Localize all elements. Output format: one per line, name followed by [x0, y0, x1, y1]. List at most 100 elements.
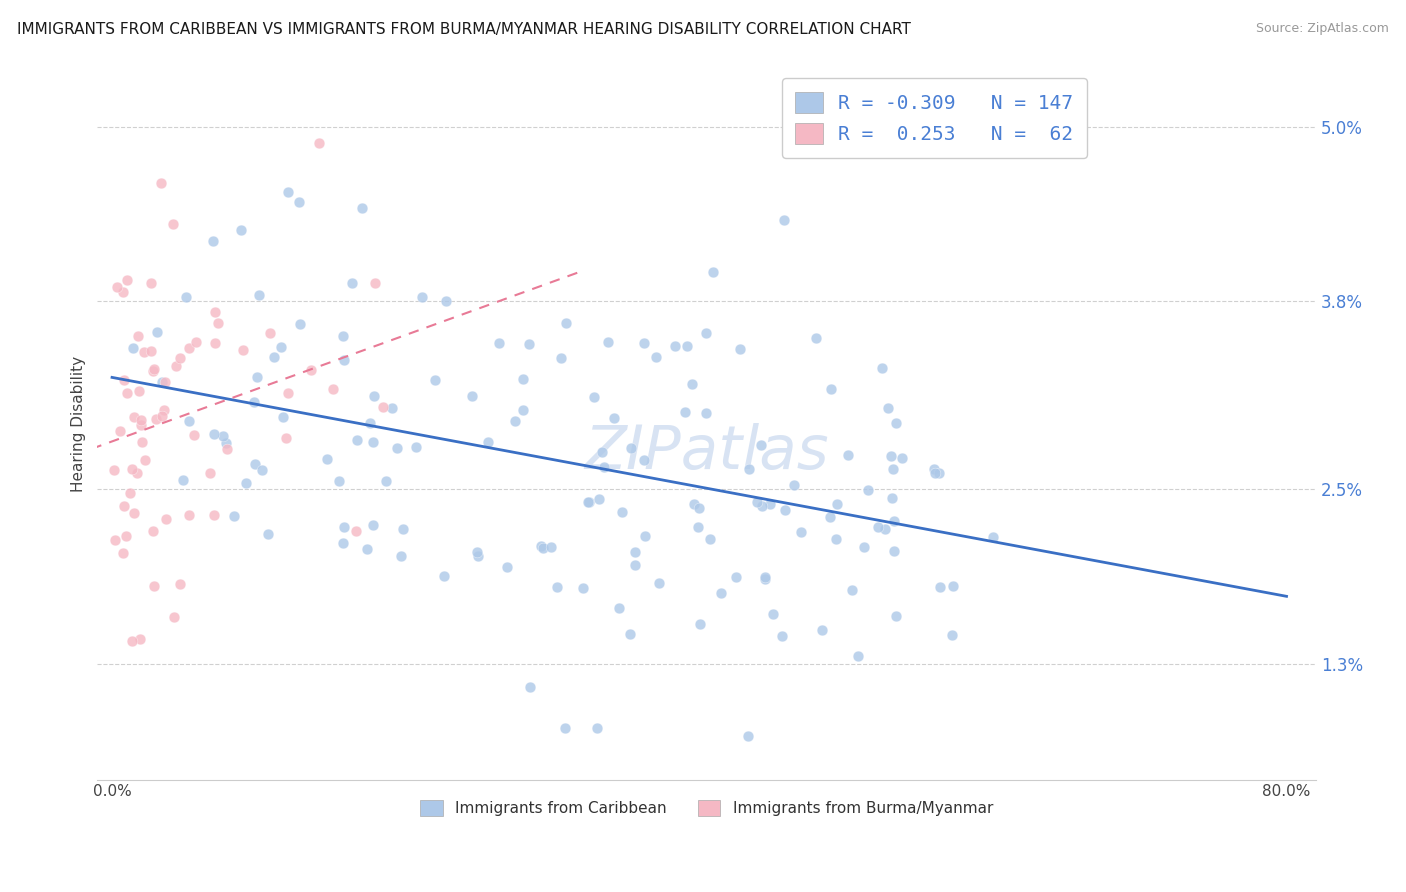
- Point: [856, 483, 879, 498]
- Point: [582, 390, 605, 404]
- Point: [134, 452, 156, 467]
- Point: [121, 341, 143, 355]
- Point: [884, 609, 907, 624]
- Point: [247, 288, 270, 302]
- Point: [423, 373, 446, 387]
- Text: ZIPatlas: ZIPatlas: [585, 423, 830, 482]
- Point: [759, 497, 782, 511]
- Point: [737, 729, 759, 743]
- Point: [503, 414, 526, 428]
- Point: [198, 466, 221, 480]
- Point: [389, 549, 412, 563]
- Point: [688, 501, 710, 516]
- Point: [371, 400, 394, 414]
- Point: [207, 316, 229, 330]
- Point: [169, 351, 191, 366]
- Point: [749, 437, 772, 451]
- Point: [202, 426, 225, 441]
- Point: [872, 360, 894, 375]
- Y-axis label: Hearing Disability: Hearing Disability: [72, 356, 86, 492]
- Point: [754, 572, 776, 586]
- Point: [359, 416, 381, 430]
- Point: [586, 721, 609, 735]
- Point: [512, 403, 534, 417]
- Point: [142, 361, 165, 376]
- Point: [877, 401, 900, 415]
- Point: [217, 442, 239, 456]
- Point: [477, 435, 499, 450]
- Point: [277, 385, 299, 400]
- Point: [467, 545, 489, 559]
- Point: [288, 195, 311, 210]
- Point: [131, 434, 153, 449]
- Point: [215, 435, 238, 450]
- Point: [634, 529, 657, 543]
- Point: [695, 326, 717, 340]
- Point: [689, 616, 711, 631]
- Point: [820, 382, 842, 396]
- Point: [841, 583, 863, 598]
- Point: [754, 570, 776, 584]
- Point: [682, 497, 704, 511]
- Point: [139, 276, 162, 290]
- Point: [928, 466, 950, 480]
- Point: [607, 600, 630, 615]
- Point: [405, 440, 427, 454]
- Point: [122, 410, 145, 425]
- Point: [818, 509, 841, 524]
- Point: [165, 359, 187, 373]
- Point: [852, 540, 875, 554]
- Point: [139, 343, 162, 358]
- Point: [411, 290, 433, 304]
- Point: [546, 580, 568, 594]
- Point: [202, 508, 225, 522]
- Point: [603, 411, 626, 425]
- Point: [103, 463, 125, 477]
- Point: [142, 524, 165, 539]
- Point: [460, 389, 482, 403]
- Point: [172, 473, 194, 487]
- Point: [533, 541, 555, 555]
- Point: [162, 217, 184, 231]
- Point: [115, 273, 138, 287]
- Point: [924, 461, 946, 475]
- Point: [496, 560, 519, 574]
- Point: [866, 520, 889, 534]
- Point: [163, 610, 186, 624]
- Point: [350, 201, 373, 215]
- Point: [591, 445, 613, 459]
- Point: [204, 336, 226, 351]
- Point: [363, 389, 385, 403]
- Point: [517, 337, 540, 351]
- Point: [184, 334, 207, 349]
- Point: [153, 375, 176, 389]
- Point: [134, 344, 156, 359]
- Point: [145, 411, 167, 425]
- Point: [929, 580, 952, 594]
- Point: [204, 305, 226, 319]
- Point: [120, 485, 142, 500]
- Point: [433, 568, 456, 582]
- Point: [773, 503, 796, 517]
- Point: [882, 462, 904, 476]
- Point: [891, 451, 914, 466]
- Point: [942, 579, 965, 593]
- Point: [131, 413, 153, 427]
- Point: [883, 514, 905, 528]
- Point: [738, 462, 761, 476]
- Point: [761, 607, 783, 621]
- Point: [610, 504, 633, 518]
- Point: [804, 331, 827, 345]
- Point: [143, 579, 166, 593]
- Point: [624, 558, 647, 572]
- Point: [811, 623, 834, 637]
- Text: Source: ZipAtlas.com: Source: ZipAtlas.com: [1256, 22, 1389, 36]
- Point: [467, 549, 489, 563]
- Point: [277, 186, 299, 200]
- Point: [270, 340, 292, 354]
- Point: [250, 463, 273, 477]
- Point: [243, 394, 266, 409]
- Point: [363, 434, 385, 449]
- Point: [385, 441, 408, 455]
- Point: [873, 522, 896, 536]
